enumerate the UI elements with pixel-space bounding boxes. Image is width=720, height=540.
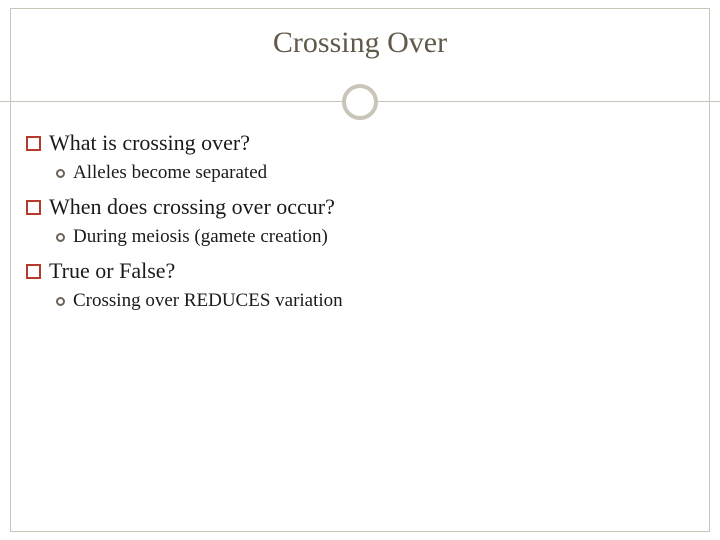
square-bullet-icon — [26, 200, 41, 215]
ring-icon — [342, 84, 378, 120]
bullet-level1: What is crossing over? — [26, 130, 694, 156]
level2-text: During meiosis (gamete creation) — [73, 226, 694, 248]
bullet-level1: True or False? — [26, 258, 694, 284]
bullet-level2: Alleles become separated — [56, 162, 694, 184]
level1-text: What is crossing over? — [49, 130, 694, 156]
slide-title: Crossing Over — [0, 26, 720, 60]
square-bullet-icon — [26, 136, 41, 151]
bullet-level2: Crossing over REDUCES variation — [56, 290, 694, 312]
level2-text: Crossing over REDUCES variation — [73, 290, 694, 312]
circle-bullet-icon — [56, 169, 65, 178]
level1-text: When does crossing over occur? — [49, 194, 694, 220]
level2-text: Alleles become separated — [73, 162, 694, 184]
level1-text: True or False? — [49, 258, 694, 284]
square-bullet-icon — [26, 264, 41, 279]
title-rule-group — [0, 82, 720, 122]
circle-bullet-icon — [56, 233, 65, 242]
content-area: What is crossing over? Alleles become se… — [26, 130, 694, 322]
circle-bullet-icon — [56, 297, 65, 306]
slide: Crossing Over What is crossing over? All… — [0, 0, 720, 540]
bullet-level1: When does crossing over occur? — [26, 194, 694, 220]
bullet-level2: During meiosis (gamete creation) — [56, 226, 694, 248]
